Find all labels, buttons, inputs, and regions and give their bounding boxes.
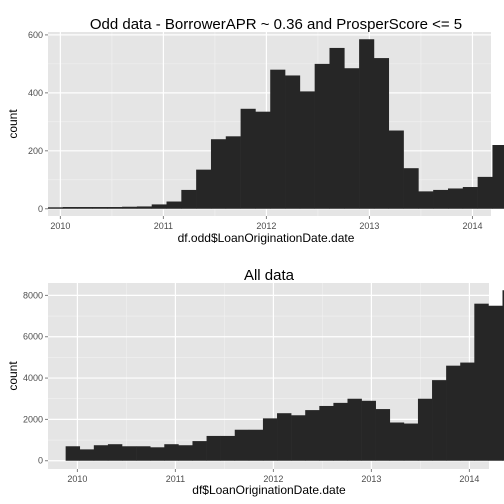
y-tick-label: 200: [28, 146, 43, 156]
histogram-bar: [291, 415, 306, 461]
histogram-bar: [373, 58, 390, 209]
histogram-bar: [151, 204, 167, 209]
histogram-bar: [403, 423, 419, 461]
histogram-bar: [48, 207, 64, 209]
histogram-bar: [234, 429, 250, 461]
histogram-bar: [107, 207, 123, 209]
histogram-bar: [319, 405, 334, 461]
histogram-bar: [62, 207, 78, 209]
y-tick-label: 4000: [23, 373, 43, 383]
y-axis-label: count: [6, 109, 20, 139]
histogram-bar: [329, 47, 345, 209]
histogram-bar: [277, 413, 292, 461]
histogram-bar: [299, 91, 315, 209]
y-tick-label: 0: [38, 456, 43, 466]
histogram-bar: [225, 136, 241, 209]
histogram-bar: [474, 303, 489, 461]
histogram-bar: [166, 201, 182, 209]
x-tick-label: 2010: [67, 474, 87, 484]
y-tick-label: 400: [28, 88, 43, 98]
histogram-bar: [107, 444, 123, 461]
histogram-bar: [333, 402, 348, 461]
bars: [48, 39, 504, 209]
y-tick-label: 0: [38, 204, 43, 214]
histogram-bar: [285, 75, 301, 209]
bars: [65, 290, 504, 461]
histogram-bar: [150, 447, 165, 461]
histogram-bar: [93, 445, 109, 461]
y-tick-label: 2000: [23, 414, 43, 424]
histogram-bar: [206, 435, 221, 461]
histogram-bar: [389, 422, 405, 461]
histogram-bar: [361, 400, 376, 461]
histogram-bar: [502, 290, 504, 461]
histogram-bar: [447, 188, 464, 209]
histogram-bar: [240, 108, 256, 209]
y-axis-label: count: [6, 361, 20, 391]
histogram-bar: [477, 176, 493, 209]
histogram-bar: [210, 139, 227, 209]
histogram-bar: [460, 362, 475, 461]
x-tick-label: 2013: [361, 474, 381, 484]
x-tick-label: 2014: [462, 221, 482, 231]
histogram-bar: [192, 441, 207, 461]
histogram-bar: [488, 305, 503, 461]
histogram-bar: [122, 206, 138, 209]
histogram-bar: [305, 410, 320, 461]
histogram-bar: [347, 398, 362, 461]
histogram-bar: [220, 435, 236, 461]
histogram-bar: [262, 418, 278, 461]
x-tick-label: 2012: [263, 474, 283, 484]
histogram-bar: [92, 207, 108, 209]
histogram-bar: [403, 168, 419, 209]
histogram-bar: [462, 187, 478, 209]
x-axis-label: df.odd$LoanOriginationDate.date: [178, 231, 355, 245]
y-tick-label: 8000: [23, 290, 43, 300]
odd-data-panel: Odd data - BorrowerAPR ~ 0.36 and Prospe…: [6, 16, 504, 245]
x-tick-label: 2010: [50, 221, 70, 231]
histogram-bar: [492, 145, 504, 209]
chart-title: All data: [244, 267, 295, 284]
tick-labels: 2010 2011 2012 2013 2014 0 200 400 600: [28, 30, 483, 231]
x-tick-label: 2014: [459, 474, 479, 484]
chart-title: Odd data - BorrowerAPR ~ 0.36 and Prospe…: [90, 16, 462, 33]
tick-labels: 2010 2011 2012 2013 2014 0 2000 4000 6000 8000: [23, 290, 479, 484]
histogram-bar: [196, 169, 212, 209]
histogram-bar: [418, 191, 434, 209]
x-tick-label: 2011: [154, 221, 173, 231]
histogram-bar: [314, 63, 330, 209]
x-tick-label: 2011: [166, 474, 185, 484]
histogram-bar: [388, 130, 404, 209]
x-axis-label: df$LoanOriginationDate.date: [192, 483, 346, 497]
x-tick-label: 2013: [359, 221, 379, 231]
histogram-bar: [136, 446, 151, 461]
histogram-bar: [248, 429, 264, 461]
histogram-bar: [79, 449, 95, 461]
histogram-bar: [164, 444, 179, 461]
histogram-bar: [77, 207, 93, 209]
y-tick-label: 6000: [23, 332, 43, 342]
histogram-bar: [122, 446, 137, 461]
histogram-bar: [65, 446, 81, 461]
histogram-bar: [255, 111, 271, 209]
histogram-bar: [344, 68, 360, 209]
histogram-bar: [181, 189, 197, 209]
histogram-bar: [359, 39, 375, 209]
histogram-bar: [375, 409, 391, 461]
y-tick-label: 600: [28, 30, 43, 40]
histogram-bar: [136, 206, 153, 209]
histogram-bar: [432, 380, 447, 461]
histogram-bar: [270, 69, 286, 209]
all-data-panel: All data 2010 2011 2012 2013 2014 0 2000 4000 60…: [6, 267, 504, 497]
histogram-bar: [433, 189, 449, 209]
histogram-bar: [417, 398, 433, 461]
histogram-bar: [446, 365, 461, 461]
histogram-bar: [178, 445, 193, 461]
x-tick-label: 2012: [256, 221, 276, 231]
